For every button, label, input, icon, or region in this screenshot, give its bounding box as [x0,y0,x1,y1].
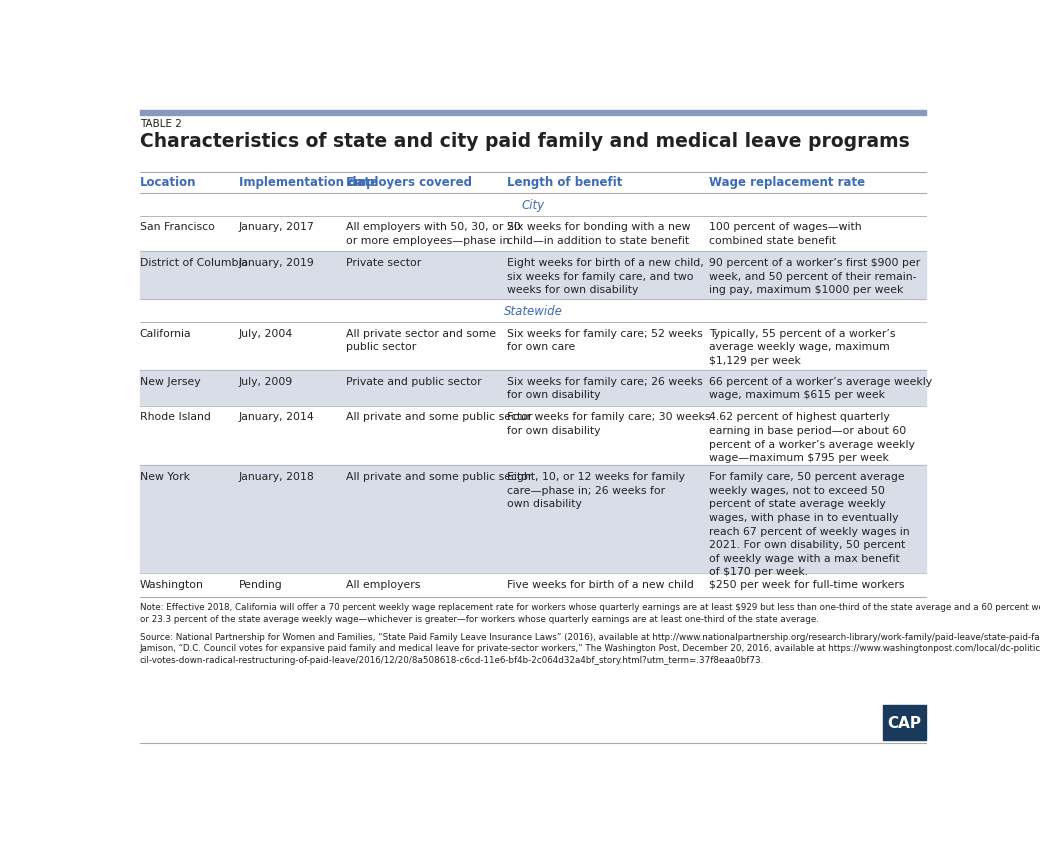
Text: All employers with 50, 30, or 20
or more employees—phase in: All employers with 50, 30, or 20 or more… [346,222,521,246]
Text: New Jersey: New Jersey [139,376,201,387]
Text: 90 percent of a worker’s first $900 per
week, and 50 percent of their remain-
in: 90 percent of a worker’s first $900 per … [708,258,920,295]
Text: January, 2017: January, 2017 [239,222,314,232]
Text: July, 2009: July, 2009 [239,376,293,387]
Text: Implementation date: Implementation date [239,176,378,188]
Text: 66 percent of a worker’s average weekly
wage, maximum $615 per week: 66 percent of a worker’s average weekly … [708,376,932,400]
Text: All private and some public sector: All private and some public sector [346,412,532,422]
Text: New York: New York [139,472,189,482]
Text: Five weeks for birth of a new child: Five weeks for birth of a new child [508,580,694,590]
Text: Wage replacement rate: Wage replacement rate [708,176,865,188]
Text: Private and public sector: Private and public sector [346,376,482,387]
Text: January, 2019: January, 2019 [239,258,314,268]
Text: Statewide: Statewide [503,305,563,317]
Bar [139,111,927,116]
Bar [883,705,927,740]
Text: Pending: Pending [239,580,283,590]
Text: 100 percent of wages—with
combined state benefit: 100 percent of wages—with combined state… [708,222,861,246]
Text: Rhode Island: Rhode Island [139,412,210,422]
Text: Location: Location [139,176,197,188]
Bar [139,252,927,300]
Bar [139,406,927,466]
Text: Private sector: Private sector [346,258,421,268]
Text: City: City [521,198,545,212]
Text: Four weeks for family care; 30 weeks
for own disability: Four weeks for family care; 30 weeks for… [508,412,710,436]
Bar [139,466,927,574]
Text: All private and some public sector: All private and some public sector [346,472,532,482]
Text: Typically, 55 percent of a worker’s
average weekly wage, maximum
$1,129 per week: Typically, 55 percent of a worker’s aver… [708,328,895,365]
Text: Source: National Partnership for Women and Families, “State Paid Family Leave In: Source: National Partnership for Women a… [139,632,1040,664]
Text: TABLE 2: TABLE 2 [139,119,182,129]
Text: For family care, 50 percent average
weekly wages, not to exceed 50
percent of st: For family care, 50 percent average week… [708,472,909,576]
Text: District of Columbia: District of Columbia [139,258,248,268]
Text: $250 per week for full-time workers: $250 per week for full-time workers [708,580,904,590]
Text: Six weeks for bonding with a new
child—in addition to state benefit: Six weeks for bonding with a new child—i… [508,222,691,246]
Bar [139,371,927,406]
Text: January, 2014: January, 2014 [239,412,314,422]
Text: July, 2004: July, 2004 [239,328,293,338]
Text: January, 2018: January, 2018 [239,472,314,482]
Text: Washington: Washington [139,580,204,590]
Text: San Francisco: San Francisco [139,222,214,232]
Text: Six weeks for family care; 52 weeks
for own care: Six weeks for family care; 52 weeks for … [508,328,703,352]
Text: Employers covered: Employers covered [346,176,472,188]
Text: All employers: All employers [346,580,420,590]
Bar [139,216,927,252]
Text: Eight, 10, or 12 weeks for family
care—phase in; 26 weeks for
own disability: Eight, 10, or 12 weeks for family care—p… [508,472,685,509]
Bar [139,574,927,598]
Text: Eight weeks for birth of a new child,
six weeks for family care, and two
weeks f: Eight weeks for birth of a new child, si… [508,258,704,295]
Text: California: California [139,328,191,338]
Text: Six weeks for family care; 26 weeks
for own disability: Six weeks for family care; 26 weeks for … [508,376,703,400]
Bar [139,322,927,371]
Text: Length of benefit: Length of benefit [508,176,623,188]
Text: 4.62 percent of highest quarterly
earning in base period—or about 60
percent of : 4.62 percent of highest quarterly earnin… [708,412,914,463]
Text: Note: Effective 2018, California will offer a 70 percent weekly wage replacement: Note: Effective 2018, California will of… [139,603,1040,624]
Text: Characteristics of state and city paid family and medical leave programs: Characteristics of state and city paid f… [139,132,909,151]
Text: All private sector and some
public sector: All private sector and some public secto… [346,328,496,352]
Text: CAP: CAP [887,715,921,730]
